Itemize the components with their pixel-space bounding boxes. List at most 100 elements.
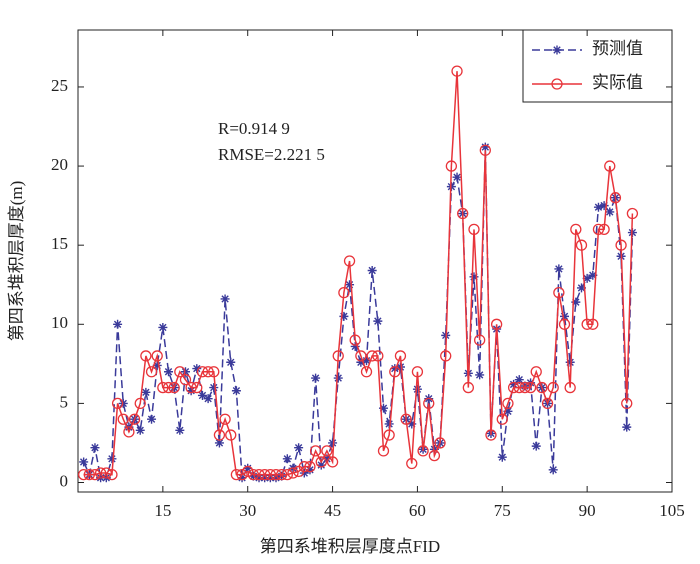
y-tick-label: 15 [51,234,68,253]
point [593,202,603,212]
point [264,468,276,481]
point [400,413,412,425]
point [417,445,429,457]
y-tick-label: 10 [51,313,68,332]
point [294,443,304,453]
point [541,397,554,410]
point [474,334,486,346]
point [111,397,124,410]
x-axis-label: 第四系堆积层厚度点FID [260,537,440,556]
point [191,381,203,394]
point [445,160,458,172]
y-axis-label: 第四系堆积层厚度(m) [7,181,26,342]
point [339,311,349,321]
point [220,294,230,304]
point [141,387,151,397]
point [582,273,592,283]
legend-marker [552,45,562,55]
point [383,429,395,441]
plot-frame [77,29,673,493]
point [406,457,418,470]
point [356,357,366,367]
point [564,381,576,394]
point [243,463,253,473]
point [270,468,282,481]
point [480,142,490,152]
point [548,465,558,475]
point [524,381,537,394]
point [225,429,237,441]
series-line [83,71,634,476]
point [162,381,175,394]
point [107,454,117,464]
y-tick-label: 25 [51,76,68,95]
point [332,350,344,362]
point [94,467,107,479]
x-tick-label: 75 [494,501,511,520]
point [197,390,207,400]
point [497,452,507,462]
point [134,397,146,410]
point [259,468,271,481]
point [282,454,292,464]
point [389,366,401,378]
point [326,456,339,468]
point [113,319,123,329]
x-tick-label: 45 [324,501,341,520]
series-line [82,147,634,481]
point [164,367,174,377]
point [384,419,394,429]
point [309,445,322,457]
point [395,362,405,372]
point [117,413,129,425]
point [366,350,378,362]
point [145,366,158,378]
point [514,375,524,385]
point [592,223,605,236]
point [390,364,400,374]
point [509,379,519,389]
point [106,468,118,481]
annotation: R=0.914 9 [218,119,290,138]
point [333,373,343,383]
point [214,438,224,448]
point [175,425,185,435]
point [503,406,513,416]
point [558,318,571,330]
point [208,366,220,378]
point [626,207,639,220]
point [322,454,332,464]
point [186,386,196,396]
point [496,413,508,425]
point [615,239,627,251]
point [135,425,145,435]
point [428,449,441,462]
point [412,384,422,394]
point [609,192,622,204]
point [605,207,615,217]
point [151,350,163,362]
legend-box [522,29,673,103]
point [565,357,575,367]
x-tick-label: 30 [239,501,256,520]
point [462,381,474,394]
point [469,272,479,282]
point [531,441,541,451]
point [407,419,417,429]
point [180,367,190,377]
point [128,413,141,425]
point [315,456,327,468]
annotation: RMSE=2.221 5 [218,145,325,164]
point [588,270,598,280]
y-tick-label: 20 [51,155,68,174]
point [604,160,616,172]
x-tick-label: 105 [659,501,685,520]
point [378,403,388,413]
point [362,356,372,366]
point [423,397,435,410]
point [299,468,309,478]
point [502,397,514,410]
point [271,473,281,483]
point [622,422,632,432]
point [536,381,548,394]
